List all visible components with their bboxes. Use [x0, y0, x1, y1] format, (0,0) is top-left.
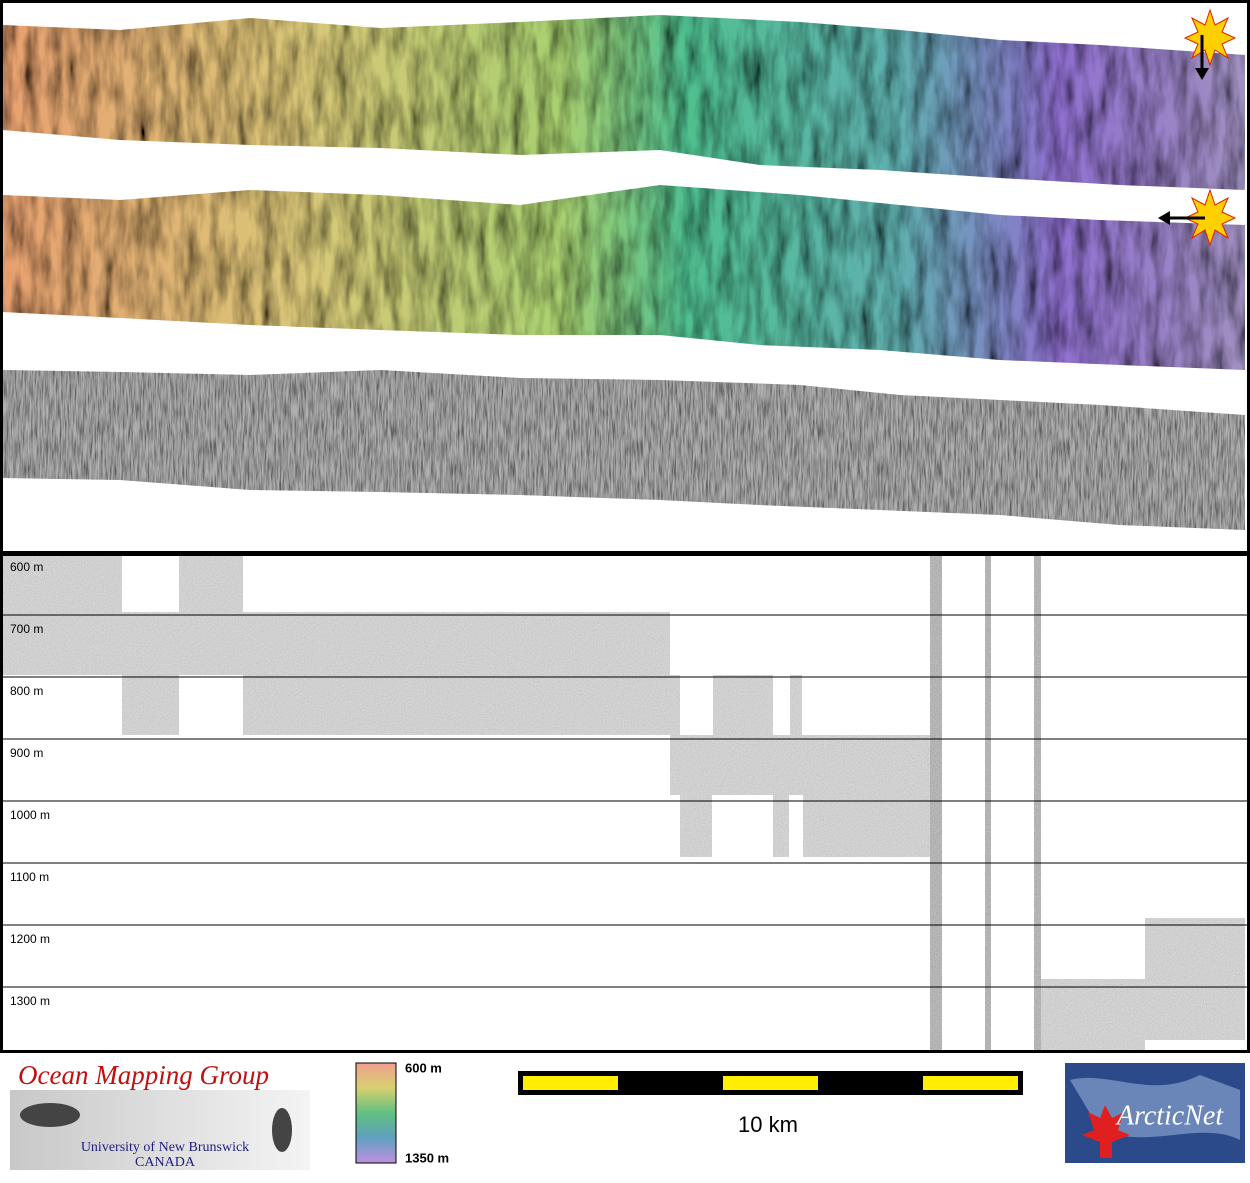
maple-leaf [1082, 1105, 1130, 1158]
depth-label: 800 m [10, 684, 43, 698]
scale-bar: 10 km [518, 1071, 1023, 1137]
bathymetry-swath-west [3, 185, 1245, 370]
logo-line: CANADA [135, 1155, 196, 1170]
depth-label: 600 m [10, 560, 43, 574]
backscatter-swath [3, 370, 1245, 530]
logo-vehicle [20, 1103, 80, 1127]
ocean-mapping-logo: Ocean Mapping Group University of New Br… [10, 1060, 310, 1170]
scale-bar-segment [923, 1076, 1018, 1090]
legend-label: 600 m [405, 1060, 442, 1075]
depth-label: 1000 m [10, 808, 50, 822]
logo-title: Ocean Mapping Group [18, 1060, 269, 1090]
subbottom-profile [3, 556, 1245, 1050]
depth-label: 900 m [10, 746, 43, 760]
depth-label: 1300 m [10, 994, 50, 1008]
depth-label: 700 m [10, 622, 43, 636]
depth-axis: 600 m 700 m 800 m 900 m 1000 m 1100 m 1200 m 13… [3, 560, 1247, 1008]
bathymetry-swath-north [3, 15, 1245, 190]
logo-vehicle [272, 1108, 292, 1152]
scale-bar-label: 10 km [738, 1112, 798, 1137]
scale-bar-segment [523, 1076, 618, 1090]
sun-icon-west [1158, 188, 1237, 247]
depth-label: 1100 m [10, 870, 49, 884]
depth-label: 1200 m [10, 932, 50, 946]
logo-background [10, 1090, 310, 1170]
color-legend [355, 1062, 397, 1164]
sun-icon-north [1183, 8, 1237, 80]
legend-label: 1350 m [405, 1150, 449, 1165]
logo-title: ArcticNet [1115, 1100, 1224, 1131]
scale-bar-segment [723, 1076, 818, 1090]
logo-line: University of New Brunswick [81, 1140, 249, 1155]
arcticnet-logo: ArcticNet [1065, 1063, 1245, 1163]
